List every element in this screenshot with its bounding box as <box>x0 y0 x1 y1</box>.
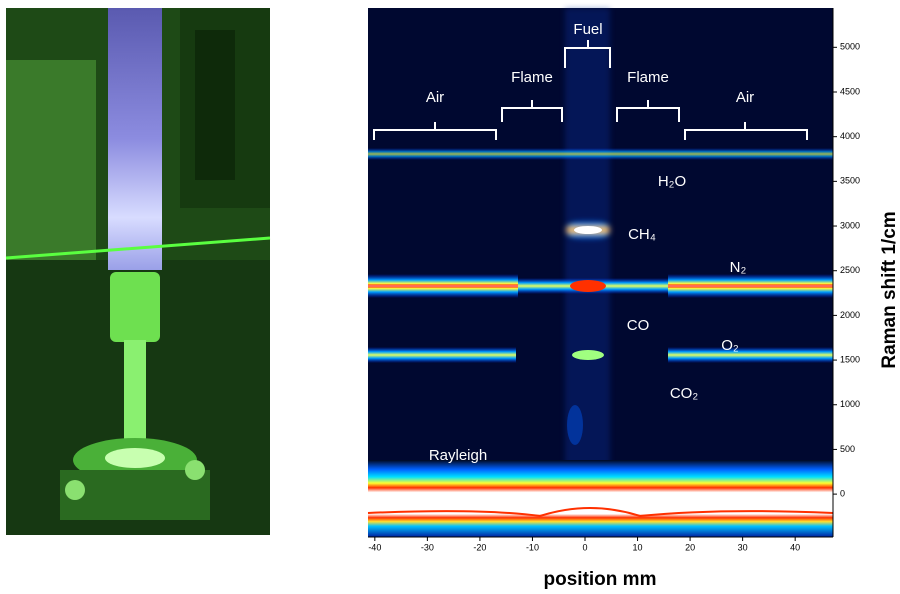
annotation: Flame <box>511 69 553 86</box>
photo <box>6 8 270 535</box>
annotation: Rayleigh <box>429 447 487 464</box>
y-tick-label: 4500 <box>840 86 860 96</box>
x-axis-label: position mm <box>544 569 657 590</box>
x-tick-label: -30 <box>421 542 434 552</box>
x-tick-label: 40 <box>790 542 800 552</box>
x-tick-label: -10 <box>526 542 539 552</box>
x-tick-label: 10 <box>633 542 643 552</box>
y-axis-label: Raman shift 1/cm <box>879 211 900 368</box>
x-tick-label: -20 <box>473 542 486 552</box>
annotation: CO <box>627 317 650 334</box>
annotation: CH₄ <box>628 226 656 243</box>
annotation: Air <box>426 89 444 106</box>
y-tick-label: 2500 <box>840 265 860 275</box>
y-tick-label: 1500 <box>840 354 860 364</box>
y-tick-label: 5000 <box>840 42 860 52</box>
y-tick-label: 4000 <box>840 131 860 141</box>
x-tick-label: 30 <box>738 542 748 552</box>
annotation: H₂O <box>658 173 686 190</box>
y-tick-label: 2000 <box>840 310 860 320</box>
annotation: CO₂ <box>670 385 699 402</box>
y-tick-label: 0 <box>840 488 845 498</box>
annotation: Flame <box>627 69 669 86</box>
figure: Fuel Flame Flame Air Air H₂O CH₄ N₂ CO O₂ CO₂ Rayle… <box>0 0 900 594</box>
y-tick-label: 1000 <box>840 399 860 409</box>
annotation: Air <box>736 89 754 106</box>
x-tick-label: 0 <box>582 542 587 552</box>
y-tick-label: 3500 <box>840 176 860 186</box>
y-tick-label: 3000 <box>840 220 860 230</box>
annotation: O₂ <box>721 337 739 354</box>
x-tick-label: -40 <box>368 542 381 552</box>
x-tick-label: 20 <box>685 542 695 552</box>
annotation: N₂ <box>730 259 747 276</box>
annotation: Fuel <box>573 21 602 38</box>
y-tick-label: 500 <box>840 444 855 454</box>
